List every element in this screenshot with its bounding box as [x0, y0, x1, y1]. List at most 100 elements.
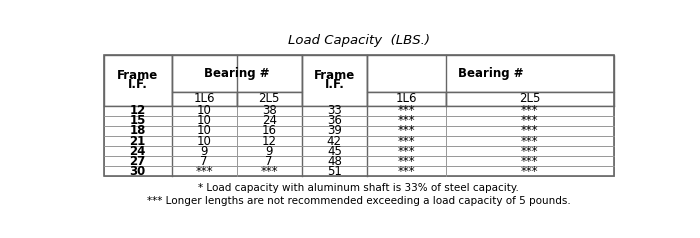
Bar: [446, 116, 614, 126]
Bar: [104, 106, 172, 116]
Bar: [446, 156, 614, 166]
Bar: [446, 166, 614, 176]
Text: 1L6: 1L6: [193, 92, 215, 105]
Bar: [446, 146, 614, 156]
Bar: [172, 146, 237, 156]
Text: ***: ***: [398, 124, 415, 138]
Text: Load Capacity  (LBS.): Load Capacity (LBS.): [288, 34, 430, 47]
Bar: [237, 136, 302, 146]
Text: 24: 24: [262, 114, 276, 128]
Text: ***: ***: [195, 164, 213, 178]
Bar: [237, 116, 302, 126]
Bar: [302, 126, 367, 136]
Text: ***: ***: [521, 154, 538, 168]
Text: 27: 27: [130, 154, 146, 168]
Bar: [367, 126, 446, 136]
Text: 24: 24: [130, 144, 146, 158]
Text: 51: 51: [327, 164, 342, 178]
Bar: [172, 156, 237, 166]
Text: ***: ***: [521, 134, 538, 148]
Text: 12: 12: [130, 104, 146, 117]
Bar: [172, 92, 237, 106]
Bar: [302, 146, 367, 156]
Text: ***: ***: [398, 104, 415, 117]
Bar: [104, 166, 172, 176]
Text: ***: ***: [521, 164, 538, 178]
Text: ***: ***: [260, 164, 278, 178]
Bar: [367, 106, 446, 116]
Bar: [446, 92, 614, 106]
Text: I.F.: I.F.: [127, 78, 148, 91]
Bar: [367, 116, 446, 126]
Text: 7: 7: [265, 154, 273, 168]
Text: 21: 21: [130, 134, 146, 148]
Bar: [367, 92, 446, 106]
Bar: [104, 156, 172, 166]
Text: 7: 7: [200, 154, 208, 168]
Text: 10: 10: [197, 124, 211, 138]
Bar: [367, 146, 446, 156]
Text: *** Longer lengths are not recommended exceeding a load capacity of 5 pounds.: *** Longer lengths are not recommended e…: [147, 196, 570, 206]
Text: 2L5: 2L5: [258, 92, 280, 105]
Text: ***: ***: [521, 124, 538, 138]
Text: 2L5: 2L5: [519, 92, 540, 105]
Text: 38: 38: [262, 104, 276, 117]
Bar: [446, 106, 614, 116]
Text: Frame: Frame: [117, 69, 158, 82]
Bar: [237, 156, 302, 166]
Text: 10: 10: [197, 134, 211, 148]
Text: 10: 10: [197, 104, 211, 117]
Text: 15: 15: [130, 114, 146, 128]
Text: Bearing #: Bearing #: [458, 67, 523, 80]
Bar: [237, 126, 302, 136]
Bar: [367, 156, 446, 166]
Bar: [172, 106, 237, 116]
Bar: [172, 136, 237, 146]
Bar: [237, 92, 302, 106]
Text: 30: 30: [130, 164, 146, 178]
Text: ***: ***: [521, 144, 538, 158]
Text: 33: 33: [327, 104, 342, 117]
Text: ***: ***: [398, 134, 415, 148]
Bar: [302, 166, 367, 176]
Text: I.F.: I.F.: [324, 78, 344, 91]
Text: 12: 12: [262, 134, 276, 148]
Text: ***: ***: [521, 114, 538, 128]
Bar: [302, 116, 367, 126]
Bar: [237, 146, 302, 156]
Text: 9: 9: [265, 144, 273, 158]
Text: Frame: Frame: [314, 69, 355, 82]
Bar: [104, 136, 172, 146]
Text: Bearing #: Bearing #: [204, 67, 270, 80]
Text: 48: 48: [327, 154, 342, 168]
Text: * Load capacity with aluminum shaft is 33% of steel capacity.: * Load capacity with aluminum shaft is 3…: [198, 183, 519, 193]
Text: ***: ***: [398, 114, 415, 128]
Text: ***: ***: [398, 164, 415, 178]
Text: ***: ***: [398, 154, 415, 168]
Bar: [302, 136, 367, 146]
Bar: [104, 126, 172, 136]
Text: 45: 45: [327, 144, 342, 158]
Bar: [237, 166, 302, 176]
Bar: [302, 156, 367, 166]
Text: 9: 9: [200, 144, 208, 158]
Bar: [104, 116, 172, 126]
Text: ***: ***: [398, 144, 415, 158]
Bar: [104, 146, 172, 156]
Text: ***: ***: [521, 104, 538, 117]
Text: 16: 16: [262, 124, 276, 138]
Bar: [446, 126, 614, 136]
Text: 18: 18: [130, 124, 146, 138]
Bar: [172, 116, 237, 126]
Bar: [367, 136, 446, 146]
Bar: [446, 136, 614, 146]
Text: 1L6: 1L6: [395, 92, 417, 105]
Text: 10: 10: [197, 114, 211, 128]
Bar: [367, 166, 446, 176]
Text: 39: 39: [327, 124, 342, 138]
Bar: [172, 166, 237, 176]
Bar: [172, 126, 237, 136]
Text: 36: 36: [327, 114, 342, 128]
Text: 42: 42: [327, 134, 342, 148]
Bar: [302, 106, 367, 116]
